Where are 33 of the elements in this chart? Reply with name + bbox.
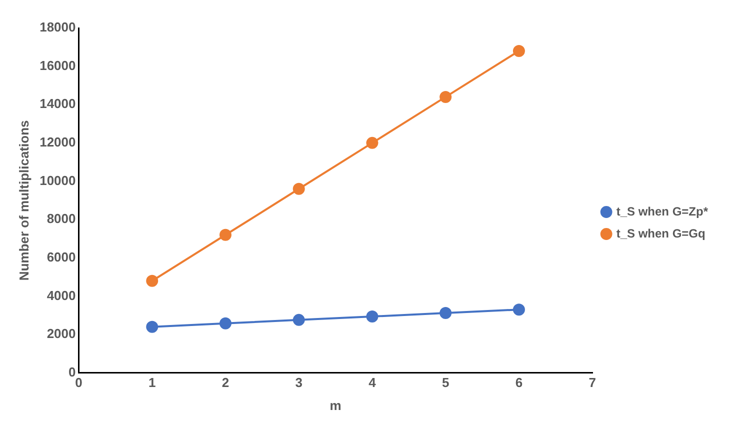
x-axis-title: m (330, 398, 342, 413)
y-tick-label: 16000 (40, 58, 76, 73)
y-tick-label: 12000 (40, 134, 76, 150)
point (219, 228, 232, 241)
point (146, 320, 158, 333)
y-tick-label: 0 (68, 364, 76, 380)
point (366, 310, 378, 322)
point (292, 314, 305, 326)
point (219, 317, 232, 330)
y-tick-label: 4000 (46, 288, 76, 303)
x-tick-label: 2 (222, 375, 230, 390)
point (366, 136, 378, 149)
x-tick-label: 3 (295, 375, 302, 390)
y-tick-label: 8000 (46, 211, 76, 226)
y-axis-title: Number of multiplications (16, 120, 32, 281)
y-tick-label: 18000 (40, 20, 76, 35)
x-tick-label: 6 (515, 375, 523, 390)
point (512, 304, 525, 316)
legend-label: t_S when G=Zp* (616, 204, 708, 218)
x-tick-label: 7 (588, 375, 596, 390)
y-tick-label: 10000 (40, 172, 76, 188)
point (440, 90, 452, 103)
y-tick-label: 14000 (40, 96, 76, 112)
legend-label: t_S when G=Gq (616, 226, 706, 240)
x-tick-label: 4 (368, 375, 377, 390)
point (146, 274, 158, 287)
x-tick-label: 5 (442, 375, 450, 390)
y-tick-label: 2000 (46, 326, 76, 342)
x-tick-label: 1 (148, 375, 156, 390)
point (440, 307, 452, 320)
point (512, 44, 525, 57)
y-tick-label: 6000 (46, 249, 76, 264)
point (292, 182, 305, 195)
